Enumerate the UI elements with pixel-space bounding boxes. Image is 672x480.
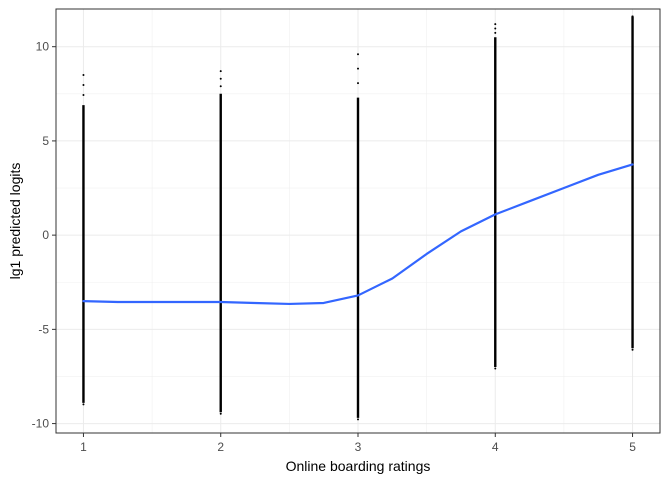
outlier-point bbox=[219, 70, 222, 73]
outlier-point bbox=[82, 84, 85, 87]
outlier-point bbox=[357, 53, 359, 56]
outlier-point bbox=[357, 418, 359, 421]
outlier-point bbox=[494, 31, 497, 34]
outlier-point bbox=[219, 85, 222, 88]
smooth-line-layer bbox=[82, 163, 634, 306]
y-tick-label: 5 bbox=[42, 134, 49, 148]
outlier-point bbox=[494, 367, 497, 370]
outlier-point bbox=[494, 23, 497, 26]
smooth-line bbox=[82, 163, 634, 306]
outlier-point bbox=[219, 77, 222, 80]
scatter-points bbox=[82, 15, 634, 421]
outlier-point bbox=[631, 15, 634, 18]
x-tick-label: 5 bbox=[629, 440, 636, 454]
y-axis-title: lg1 predicted logits bbox=[7, 163, 23, 280]
outlier-point bbox=[82, 73, 85, 76]
outlier-point bbox=[219, 412, 222, 415]
x-tick-label: 4 bbox=[492, 440, 499, 454]
outlier-point bbox=[82, 403, 85, 406]
y-tick-label: -5 bbox=[38, 322, 49, 336]
x-tick-label: 1 bbox=[80, 440, 87, 454]
outlier-point bbox=[357, 67, 359, 70]
y-tick-label: 0 bbox=[42, 228, 49, 242]
outlier-point bbox=[494, 27, 497, 30]
outlier-point bbox=[82, 94, 85, 97]
outlier-point bbox=[631, 348, 634, 351]
y-tick-label: 10 bbox=[36, 40, 50, 54]
x-tick-label: 2 bbox=[217, 440, 224, 454]
outlier-point bbox=[357, 82, 359, 85]
x-axis-title: Online boarding ratings bbox=[286, 458, 431, 474]
y-tick-label: -10 bbox=[32, 417, 50, 431]
axis-ticks: 1 2 3 4 5 -10 -5 0 5 10 bbox=[32, 40, 637, 454]
x-tick-label: 3 bbox=[355, 440, 362, 454]
